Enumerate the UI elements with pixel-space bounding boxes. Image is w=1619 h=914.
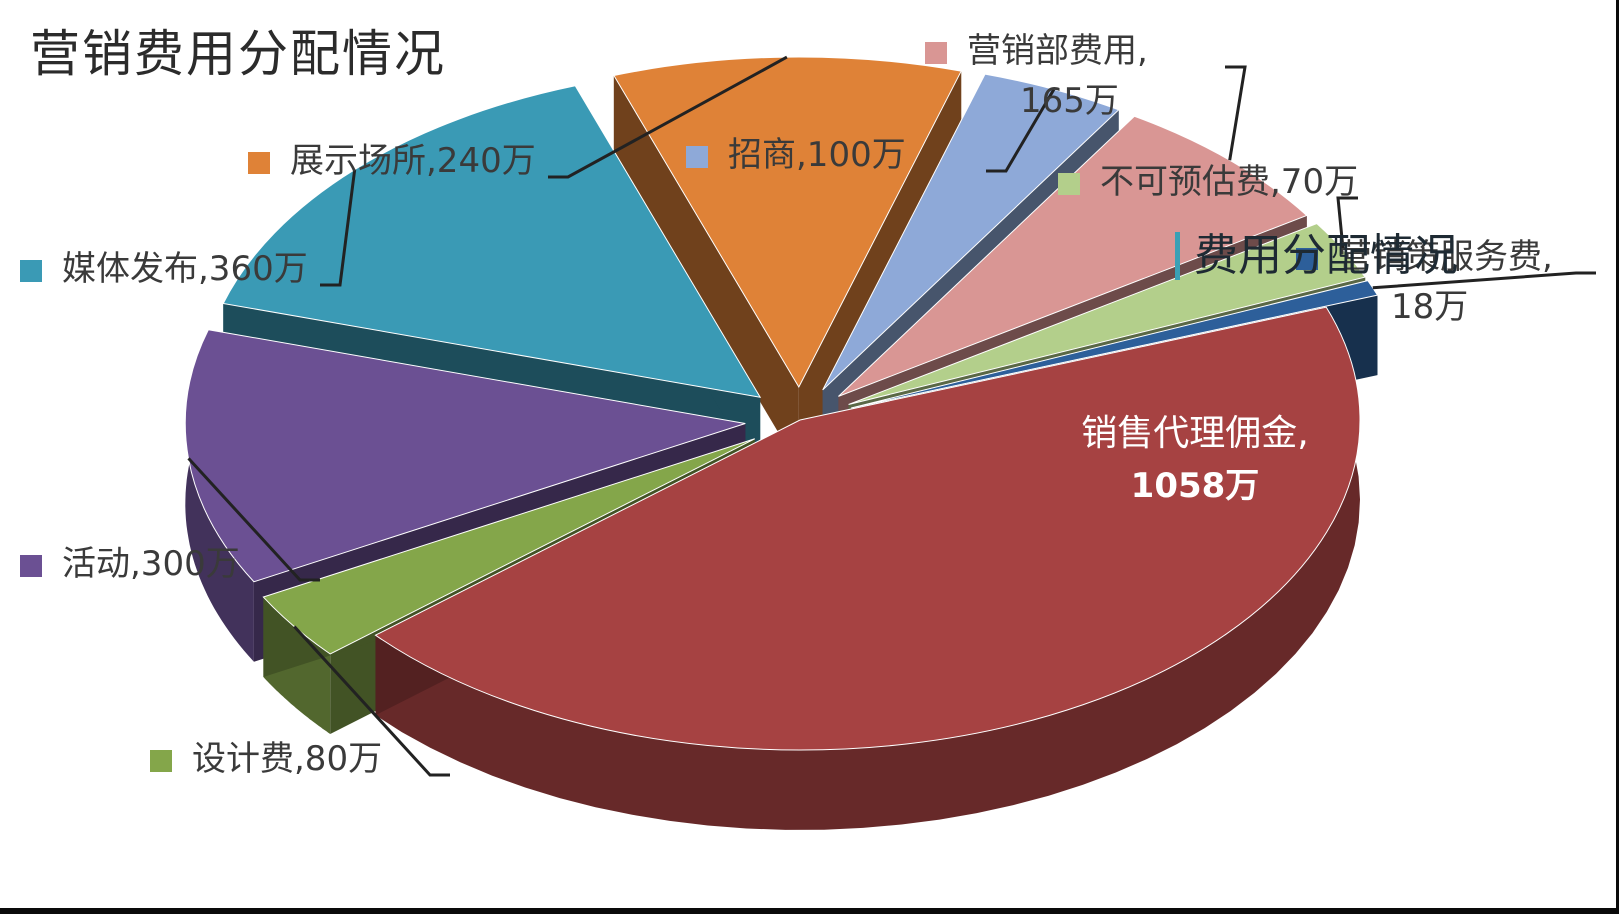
slice-side-销售代理佣金	[375, 307, 1360, 830]
legend-key-设计费	[150, 750, 172, 772]
leader-line-营销部费用	[1225, 65, 1247, 161]
slice-招商	[822, 73, 1120, 391]
slice-label-招商: 招商,100万	[728, 135, 906, 175]
legend-key-营销部费用	[925, 42, 947, 64]
leader-line-不可预估费	[1336, 196, 1358, 250]
slice-label-销售代理佣金: 销售代理佣金,	[1081, 413, 1308, 454]
slice-label-展示场所: 展示场所,240万	[290, 141, 536, 181]
slice-label-设计费: 设计费,80万	[192, 739, 382, 779]
chart-title: 营销费用分配情况	[30, 25, 446, 83]
leader-line-活动	[187, 457, 320, 582]
legend-key-营销策服务费	[1296, 248, 1318, 270]
slice-label-媒体发布: 媒体发布,360万	[62, 249, 308, 289]
slice-销售代理佣金	[374, 306, 1361, 751]
slice-wall-展示场所-0	[613, 75, 799, 468]
legend-key-媒体发布	[20, 260, 42, 282]
overlay-heading: 费用分配情况	[1175, 232, 1458, 280]
frame-edge-bottom	[0, 908, 1619, 914]
slice-value-营销部费用: 165万	[1020, 81, 1119, 121]
legend-key-活动	[20, 555, 42, 577]
leader-line-媒体发布	[320, 169, 357, 287]
slice-label-活动: 活动,300万	[62, 544, 240, 584]
legend-key-展示场所	[248, 152, 270, 174]
leader-line-招商	[986, 88, 1056, 173]
slice-value-营销策服务费: 18万	[1391, 287, 1468, 327]
frame-edge-right	[1616, 0, 1619, 914]
leader-line-营销策服务费	[1372, 271, 1596, 290]
slice-展示场所	[613, 56, 962, 389]
slice-value-销售代理佣金: 1058万	[1131, 466, 1260, 506]
slice-label-营销部费用: 营销部费用,	[967, 31, 1148, 71]
legend-key-不可预估费	[1058, 173, 1080, 195]
leader-line-设计费	[293, 625, 450, 777]
leader-line-展示场所	[548, 55, 788, 179]
slice-label-营销策服务费: 营销策服务费,	[1338, 237, 1553, 277]
slice-营销策服务费	[851, 280, 1379, 409]
slice-label-不可预估费: 不可预估费,70万	[1100, 162, 1358, 202]
legend-key-招商	[686, 146, 708, 168]
slice-营销部费用	[838, 115, 1308, 397]
